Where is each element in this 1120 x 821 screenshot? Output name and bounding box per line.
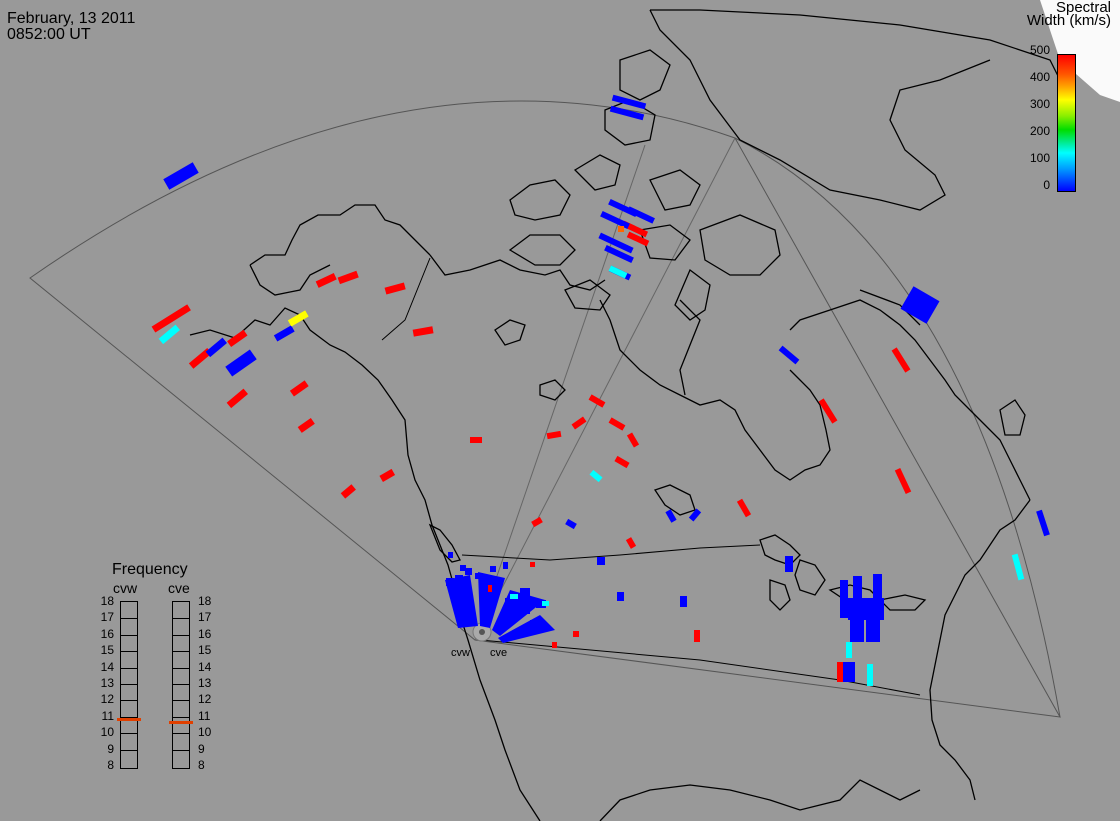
borders	[381, 257, 921, 696]
site-label-cve: cve	[490, 647, 508, 659]
echoes-yellow	[287, 310, 309, 327]
near-range-echo-red	[488, 562, 579, 648]
frequency-marker-cvw	[117, 718, 141, 722]
near-range-echo-fan	[445, 552, 555, 643]
frequency-gauge-tick	[173, 716, 189, 718]
frequency-gauge-cve	[172, 601, 190, 769]
frequency-scale-label-right: 17	[198, 610, 212, 625]
time-label: 0852:00 UT	[7, 26, 91, 43]
coastlines	[189, 9, 1061, 821]
frequency-gauge-tick	[121, 733, 137, 735]
frequency-radar-label-cvw: cvw	[113, 580, 138, 596]
frequency-scale-label-left: 15	[100, 643, 114, 658]
frequency-panel-title: Frequency	[112, 561, 188, 578]
frequency-gauge-tick	[173, 634, 189, 636]
frequency-scale-label-right: 8	[198, 758, 205, 772]
frequency-gauge-tick	[173, 733, 189, 735]
frequency-gauge-tick	[121, 749, 137, 751]
frequency-scale-label-left: 12	[100, 692, 114, 707]
frequency-scale-label-left: 8	[107, 758, 114, 772]
site-label-cvw: cvw	[451, 647, 470, 659]
frequency-gauge-tick	[121, 651, 137, 653]
frequency-scale-label-right: 11	[198, 708, 211, 723]
frequency-scale-label-right: 13	[198, 676, 212, 690]
colorbar-title-line1: Spectral	[1055, 0, 1111, 16]
frequency-gauge-cvw	[120, 601, 138, 769]
frequency-scale-label-left: 10	[100, 725, 114, 740]
date-label: February, 13 2011	[7, 10, 136, 27]
frequency-marker-cve	[169, 721, 193, 725]
frequency-scale-label-left: 11	[101, 708, 114, 723]
colorbar-tick-label: 0	[1043, 178, 1050, 192]
colorbar-tick-label: 100	[1029, 151, 1050, 165]
frequency-scale-label-left: 13	[100, 676, 114, 690]
frequency-gauge-tick	[173, 651, 189, 653]
echoes-blue	[163, 94, 1050, 682]
colorbar-tick-label: 200	[1029, 124, 1050, 138]
frequency-scale-label-left: 17	[100, 610, 114, 625]
frequency-scale-label-right: 10	[198, 725, 212, 740]
frequency-scale-label-right: 15	[198, 643, 212, 658]
fov-outline	[29, 100, 1061, 718]
frequency-radar-label-cve: cve	[168, 580, 190, 596]
frequency-scale-label-left: 18	[100, 594, 114, 608]
fov-arc-east	[734, 137, 1061, 718]
echoes-orange	[618, 226, 624, 232]
frequency-scale-label-right: 12	[198, 692, 212, 707]
frequency-gauge-tick	[121, 634, 137, 636]
near-range-echo-cyan	[510, 594, 549, 606]
frequency-scale-label-left: 9	[107, 741, 114, 756]
frequency-scale-label-right: 16	[198, 626, 212, 641]
frequency-gauge-tick	[173, 684, 189, 685]
frequency-scale-label-left: 14	[100, 659, 114, 674]
colorbar-gradient	[1057, 54, 1076, 192]
frequency-gauge-tick	[173, 618, 189, 620]
frequency-gauge-tick	[121, 667, 137, 669]
colorbar-tick-label: 300	[1029, 97, 1050, 111]
echoes-cyan	[158, 265, 1025, 686]
frequency-gauge-tick	[121, 716, 137, 718]
frequency-gauge-tick	[121, 684, 137, 685]
frequency-gauge-tick	[121, 618, 137, 620]
frequency-scale-label-right: 9	[198, 741, 205, 756]
frequency-scale-label-right: 14	[198, 659, 212, 674]
fov-beam-line	[474, 137, 736, 641]
frequency-gauge-tick	[121, 700, 137, 702]
radar-site-cvw	[472, 622, 492, 642]
frequency-scale-label-left: 16	[100, 626, 114, 641]
colorbar-tick-label: 500	[1029, 43, 1050, 57]
colorbar-tick-label: 400	[1029, 70, 1050, 84]
colorbar-title-line2: Width (km/s)	[1026, 12, 1111, 29]
echoes-red	[151, 220, 912, 682]
frequency-gauge-tick	[173, 667, 189, 669]
frequency-gauge-tick	[173, 749, 189, 751]
frequency-gauge-tick	[173, 700, 189, 702]
frequency-scale-label-right: 18	[198, 594, 212, 608]
